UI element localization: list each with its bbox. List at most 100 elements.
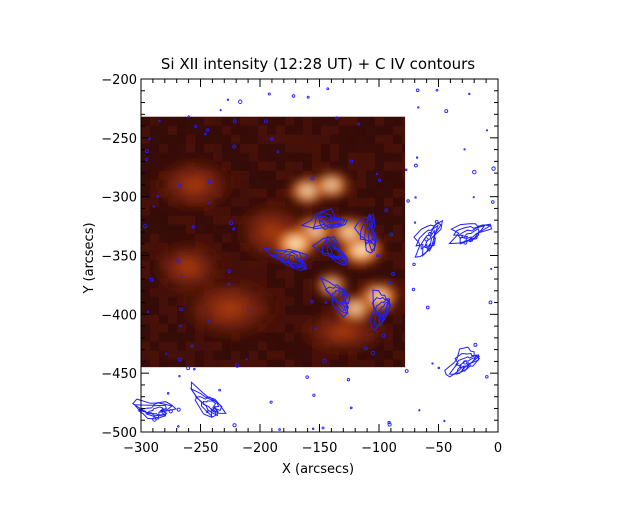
image-pixel <box>267 332 276 342</box>
contour-line <box>269 251 307 269</box>
contour-fragment <box>187 115 191 119</box>
contour-fragment <box>186 366 191 371</box>
image-pixel <box>231 242 240 252</box>
image-pixel <box>258 350 267 360</box>
contour-line <box>319 276 351 318</box>
image-pixel <box>294 314 303 324</box>
x-tick-label: −300 <box>123 441 159 456</box>
contour-fragment <box>322 358 327 364</box>
image-pixel <box>141 332 150 342</box>
image-pixel <box>222 359 231 368</box>
image-pixel <box>366 197 375 207</box>
contour-line <box>202 400 220 413</box>
contour-fragment <box>276 150 280 154</box>
image-pixel <box>384 152 393 162</box>
contour-line <box>378 300 389 322</box>
contour-fragment <box>278 428 281 431</box>
image-pixel <box>339 134 348 144</box>
image-pixel <box>402 233 406 243</box>
contour-region <box>132 398 177 420</box>
contour-fragment <box>377 178 382 182</box>
image-pixel <box>339 269 348 279</box>
image-pixel <box>303 134 312 144</box>
contour-line <box>262 247 309 271</box>
image-pixel <box>357 170 366 180</box>
image-pixel <box>303 350 312 360</box>
image-pixel <box>357 197 366 207</box>
contour-fragment <box>370 350 376 356</box>
y-axis-label: Y (arcsecs) <box>82 222 97 294</box>
contour-fragment <box>143 224 148 229</box>
image-pixel <box>141 215 150 225</box>
image-pixel <box>222 206 231 216</box>
image-pixel <box>303 125 312 135</box>
image-pixel <box>321 152 330 162</box>
image-pixel <box>186 341 195 351</box>
image-pixel <box>276 323 285 333</box>
image-pixel <box>393 251 402 261</box>
image-pixel <box>159 305 168 315</box>
image-pixel <box>276 359 285 368</box>
image-pixel <box>375 179 384 189</box>
image-pixel <box>150 350 159 360</box>
image-pixel <box>276 170 285 180</box>
image-pixel <box>240 359 249 368</box>
image-pixel <box>384 260 393 270</box>
contour-line <box>133 402 173 419</box>
image-pixel <box>402 332 406 342</box>
image-pixel <box>348 206 357 216</box>
contour-fragment <box>145 157 149 161</box>
image-pixel <box>294 170 303 180</box>
image-pixel <box>294 269 303 279</box>
image-pixel <box>177 134 186 144</box>
image-pixel <box>150 206 159 216</box>
image-pixel <box>258 152 267 162</box>
image-pixel <box>384 161 393 171</box>
image-pixel <box>204 359 213 368</box>
image-pixel <box>393 215 402 225</box>
contour-line <box>189 387 223 418</box>
image-pixel <box>366 116 375 126</box>
image-pixel <box>213 125 222 135</box>
x-tick-label: −200 <box>242 441 278 456</box>
image-pixel <box>330 260 339 270</box>
image-pixel <box>348 125 357 135</box>
contour-line <box>353 213 376 254</box>
image-pixel <box>303 143 312 153</box>
image-pixel <box>312 134 321 144</box>
image-pixel <box>393 152 402 162</box>
contour-fragment <box>367 216 371 220</box>
contour-line <box>327 244 346 261</box>
image-pixel <box>267 341 276 351</box>
image-pixel <box>384 359 393 368</box>
image-pixel <box>312 260 321 270</box>
image-pixel <box>186 143 195 153</box>
image-pixel <box>240 260 249 270</box>
image-pixel <box>177 359 186 368</box>
contour-fragment <box>218 388 222 392</box>
image-pixel <box>384 269 393 279</box>
image-pixel <box>141 197 150 207</box>
image-pixel <box>339 116 348 126</box>
image-pixel <box>321 125 330 135</box>
image-pixel <box>294 260 303 270</box>
contour-region <box>319 276 351 318</box>
image-pixel <box>357 269 366 279</box>
image-pixel <box>303 170 312 180</box>
contour-line <box>424 229 436 249</box>
image-pixel <box>348 161 357 171</box>
x-tick-label: −100 <box>361 441 397 456</box>
contour-fragment <box>179 324 182 328</box>
image-pixel <box>285 260 294 270</box>
contour-fragment <box>335 116 339 120</box>
image-pixel <box>213 224 222 234</box>
contour-fragment <box>165 352 168 355</box>
bright-feature <box>311 170 352 200</box>
image-pixel <box>393 233 402 243</box>
contour-fragment <box>473 342 478 347</box>
image-pixel <box>177 332 186 342</box>
image-pixel <box>231 206 240 216</box>
contour-fragment <box>491 166 496 171</box>
image-pixel <box>150 143 159 153</box>
